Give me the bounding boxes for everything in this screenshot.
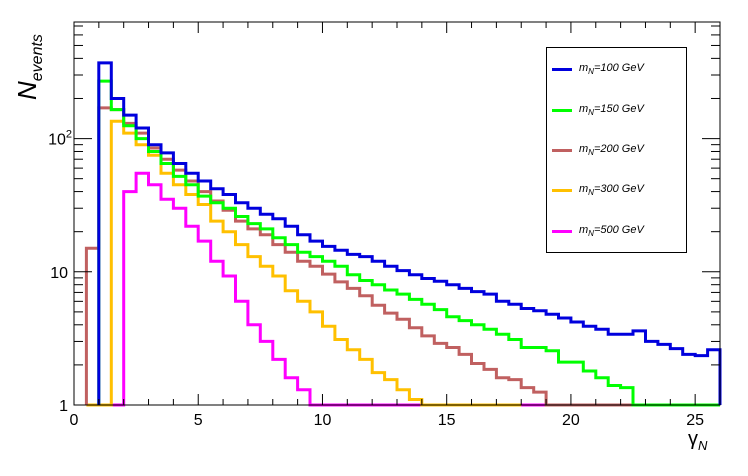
series-line-0 [97, 61, 722, 405]
legend-label-500: mN=500 GeV [579, 223, 644, 239]
x-tick-label: 15 [438, 412, 456, 429]
legend-swatch-100 [552, 67, 572, 71]
x-axis-title: γN [688, 428, 707, 453]
y-axis-label: N [12, 81, 42, 100]
legend-item-100: mN=100 GeV [552, 62, 644, 76]
legend-swatch-500 [552, 229, 572, 233]
series-line-1 [97, 79, 720, 407]
x-axis-label: γ [688, 428, 698, 450]
y-axis-label-sub: events [29, 34, 47, 82]
legend-swatch-200 [552, 148, 572, 152]
x-tick-label: 0 [70, 412, 79, 429]
y-tick-label: 102 [48, 129, 72, 149]
legend-label-100: mN=100 GeV [579, 61, 644, 77]
x-axis-label-sub: N [698, 438, 708, 453]
x-tick-label: 25 [686, 412, 704, 429]
legend-item-200: mN=200 GeV [552, 143, 644, 157]
x-tick-label: 5 [194, 412, 203, 429]
legend-swatch-300 [552, 188, 572, 192]
legend-label-300: mN=300 GeV [579, 182, 644, 198]
legend-item-500: mN=500 GeV [552, 224, 644, 238]
legend-label-150: mN=150 GeV [579, 102, 644, 118]
legend: mN=100 GeV mN=150 GeV mN=200 GeV mN=300 … [546, 47, 687, 253]
x-tick-label: 10 [314, 412, 332, 429]
y-tick-label: 10 [50, 265, 68, 282]
legend-swatch-150 [552, 108, 572, 112]
y-axis-title: Nevents [12, 20, 52, 100]
legend-item-150: mN=150 GeV [552, 103, 644, 117]
x-tick-label: 20 [562, 412, 580, 429]
series-line-3 [86, 119, 522, 407]
y-tick-label: 1 [59, 398, 68, 415]
legend-label-200: mN=200 GeV [579, 142, 644, 158]
legend-item-300: mN=300 GeV [552, 183, 644, 197]
